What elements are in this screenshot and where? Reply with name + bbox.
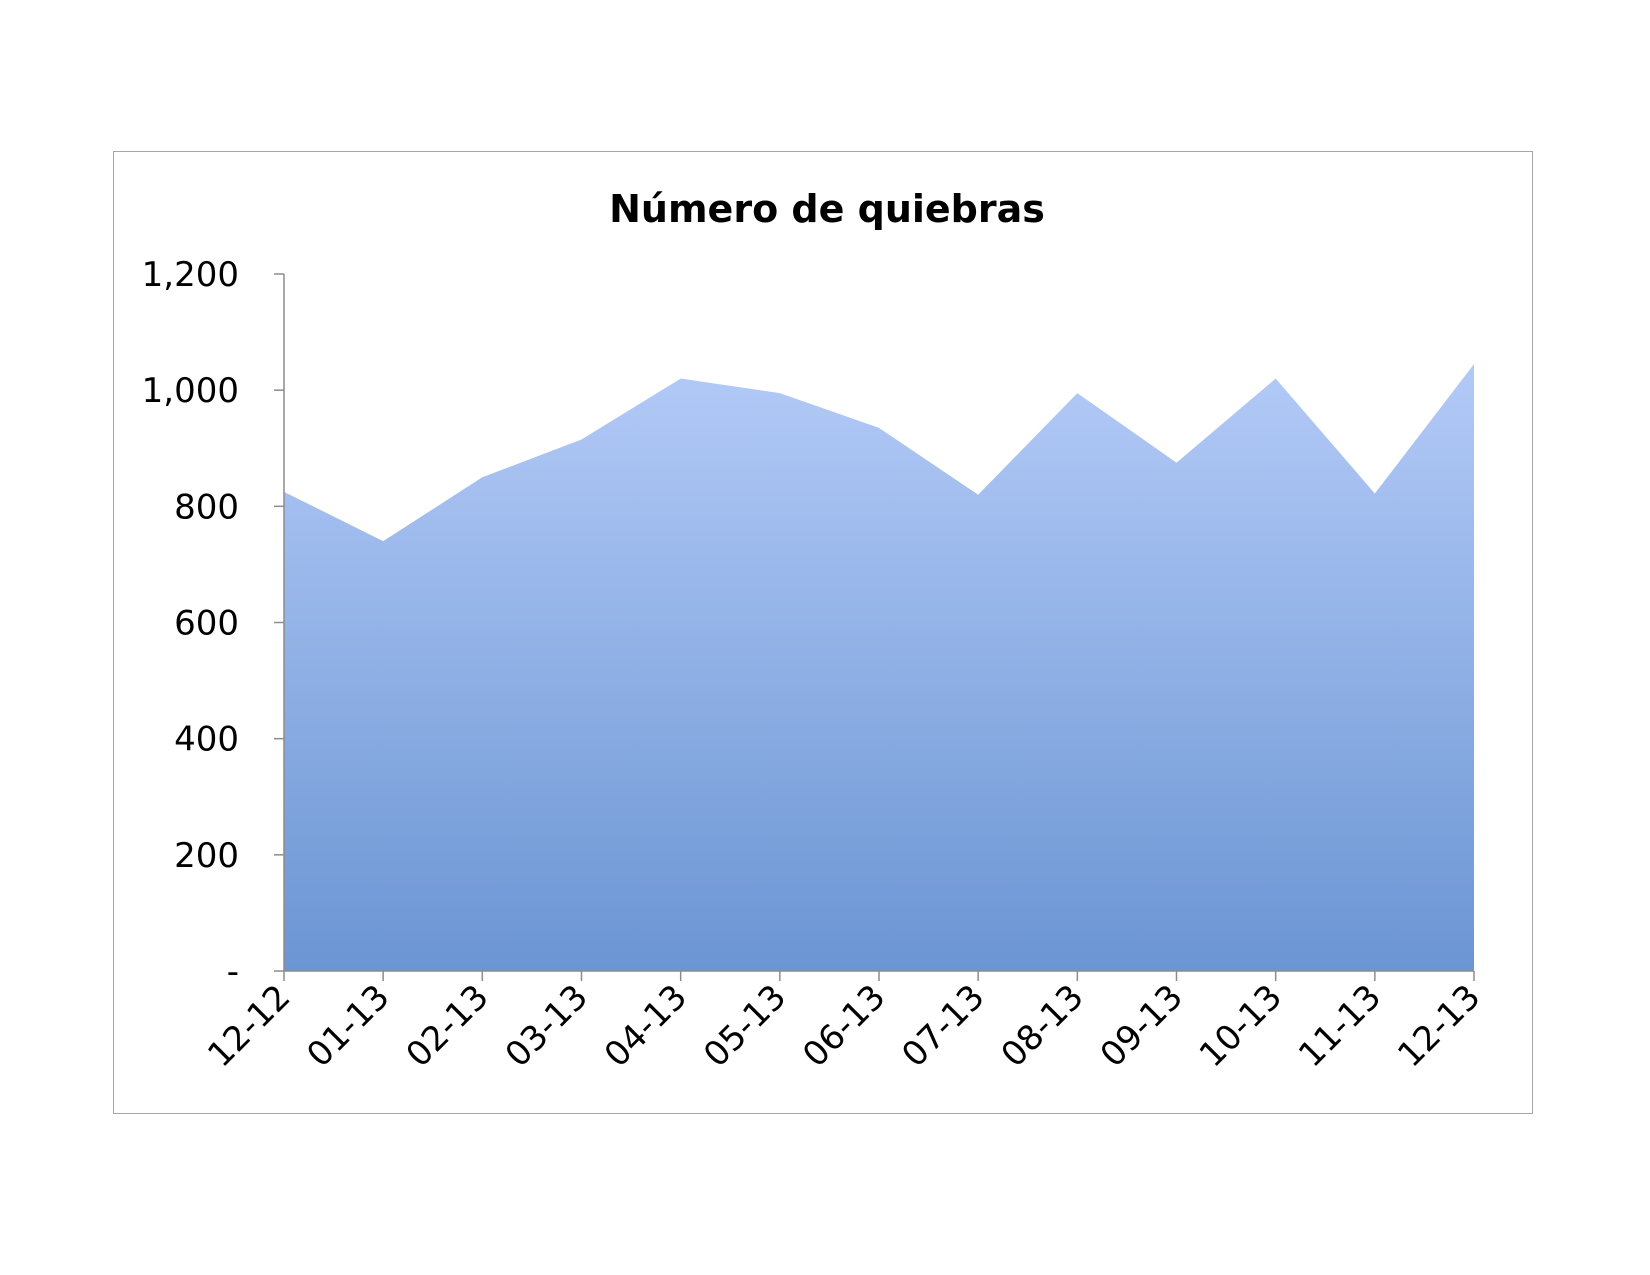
x-tick-label: 05-13 (696, 977, 794, 1075)
x-tick-label: 07-13 (894, 977, 992, 1075)
x-tick-label: 09-13 (1093, 977, 1191, 1075)
x-tick-label: 04-13 (597, 977, 695, 1075)
chart-title: Número de quiebras (609, 187, 1045, 231)
x-tick-label: 02-13 (399, 977, 497, 1075)
x-tick-label: 12-12 (200, 977, 298, 1075)
y-tick-label: 400 (174, 720, 239, 760)
x-tick-label: 12-13 (1390, 977, 1488, 1075)
y-tick-label: 1,200 (142, 255, 239, 295)
chart-frame: Número de quiebras - 200 400 600 800 1,000 1,2… (113, 151, 1533, 1114)
area-series (284, 364, 1474, 971)
x-tick-label: 06-13 (795, 977, 893, 1075)
x-tick-label: 01-13 (299, 977, 397, 1075)
x-tick-label: 08-13 (994, 977, 1092, 1075)
x-tick-label: 11-13 (1291, 977, 1389, 1075)
y-tick-label: - (227, 952, 239, 992)
y-tick-label: 800 (174, 487, 239, 527)
y-tick-label: 600 (174, 604, 239, 644)
y-tick-label: 1,000 (142, 371, 239, 411)
y-tick-label: 200 (174, 836, 239, 876)
area-chart: Número de quiebras - 200 400 600 800 1,000 1,2… (142, 187, 1489, 1075)
x-tick-label: 03-13 (498, 977, 596, 1075)
x-tick-label: 10-13 (1192, 977, 1290, 1075)
